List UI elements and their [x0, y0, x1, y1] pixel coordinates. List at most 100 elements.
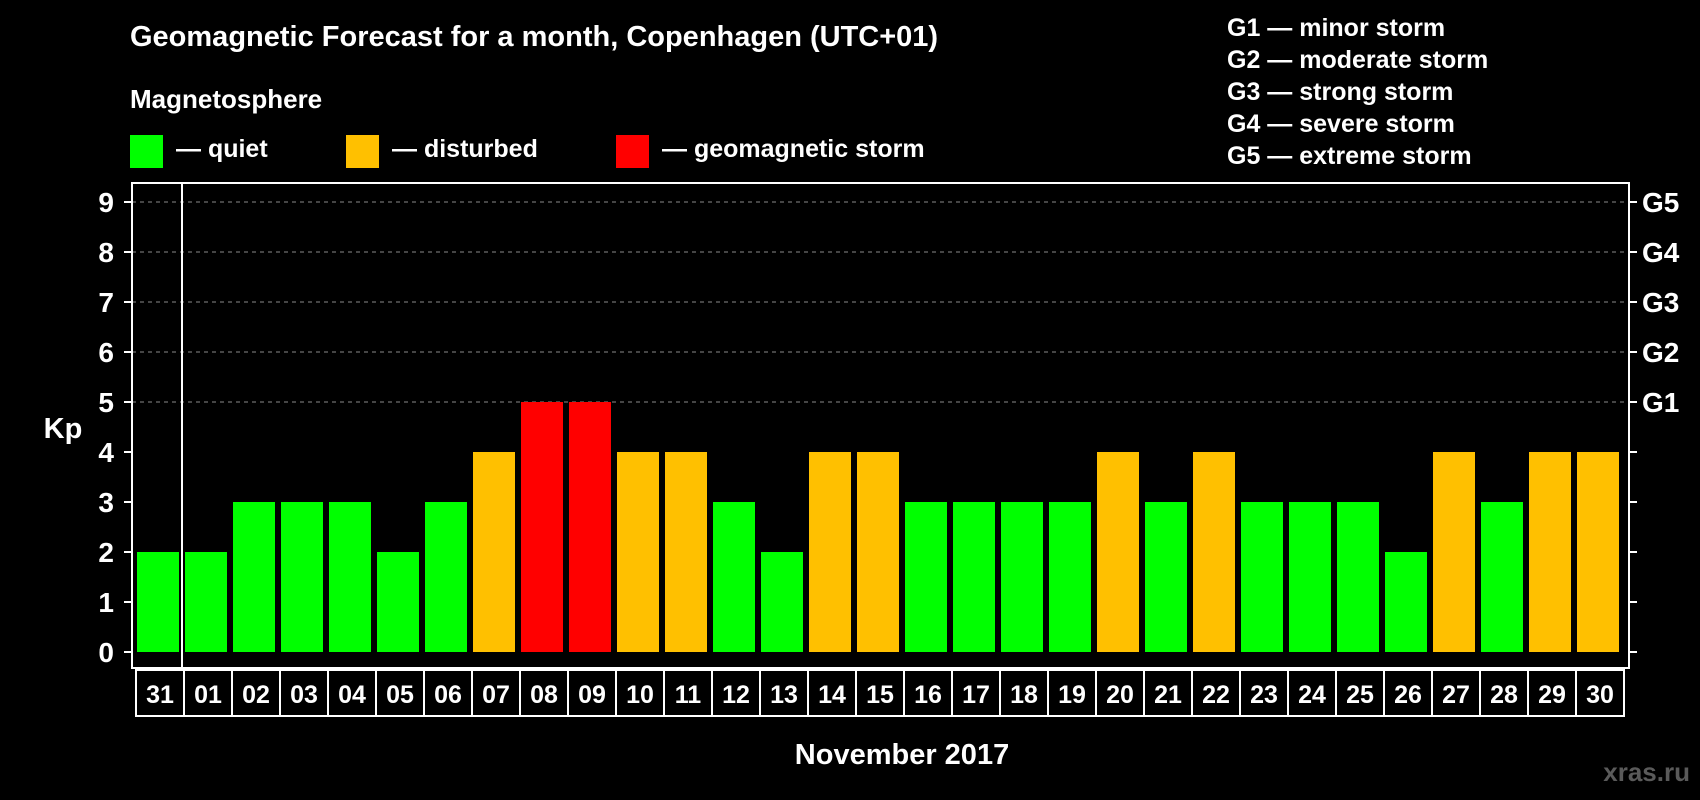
date-label-16: 16: [914, 681, 942, 709]
bar-09: [569, 402, 611, 652]
storm-swatch: [616, 135, 649, 168]
date-label-02: 02: [242, 681, 270, 709]
date-label-21: 21: [1154, 681, 1182, 709]
bar-15: [857, 452, 899, 652]
storm-scale-g2: G2 — moderate storm: [1227, 46, 1489, 74]
bar-25: [1337, 502, 1379, 652]
bar-30: [1577, 452, 1619, 652]
storm-label-g5: G5: [1642, 187, 1679, 218]
bar-01: [185, 552, 227, 652]
date-label-13: 13: [770, 681, 798, 709]
date-label-08: 08: [530, 681, 558, 709]
bar-13: [761, 552, 803, 652]
bar-08: [521, 402, 563, 652]
bar-05: [377, 552, 419, 652]
storm-label-g1: G1: [1642, 387, 1679, 418]
bar-16: [905, 502, 947, 652]
date-label-17: 17: [962, 681, 990, 709]
date-label-24: 24: [1298, 681, 1326, 709]
disturbed-swatch: [346, 135, 379, 168]
quiet-swatch: [130, 135, 163, 168]
storm-level-ticks: G1 G2 G3 G4 G5: [1642, 187, 1680, 418]
y-tick-label-4: 4: [98, 437, 114, 468]
date-label-01: 01: [194, 681, 222, 709]
date-cell-30: [1575, 669, 1625, 717]
axes: [124, 182, 1637, 669]
date-label-19: 19: [1058, 681, 1086, 709]
bar-14: [809, 452, 851, 652]
y-tick-label-5: 5: [98, 387, 114, 418]
date-label-30: 30: [1586, 681, 1614, 709]
date-label-20: 20: [1106, 681, 1134, 709]
date-label-12: 12: [722, 681, 750, 709]
legend-quiet-label: — quiet: [176, 135, 268, 163]
date-label-14: 14: [818, 681, 846, 709]
bar-06: [425, 502, 467, 652]
storm-scale-g5: G5 — extreme storm: [1227, 142, 1472, 170]
date-label-31: 31: [146, 681, 174, 709]
date-label-28: 28: [1490, 681, 1518, 709]
bar-17: [953, 502, 995, 652]
date-label-04: 04: [338, 681, 366, 709]
y-tick-label-7: 7: [98, 287, 114, 318]
y-tick-label-1: 1: [98, 587, 114, 618]
bar-26: [1385, 552, 1427, 652]
date-label-06: 06: [434, 681, 462, 709]
storm-label-g2: G2: [1642, 337, 1679, 368]
bar-22: [1193, 452, 1235, 652]
date-label-26: 26: [1394, 681, 1422, 709]
date-label-22: 22: [1202, 681, 1230, 709]
bar-07: [473, 452, 515, 652]
bar-03: [281, 502, 323, 652]
date-label-18: 18: [1010, 681, 1038, 709]
date-label-27: 27: [1442, 681, 1470, 709]
bar-28: [1481, 502, 1523, 652]
bar-18: [1001, 502, 1043, 652]
bars: [137, 402, 1619, 652]
storm-label-g4: G4: [1642, 237, 1680, 268]
bar-31: [137, 552, 179, 652]
grid-lines: [132, 201, 1629, 403]
storm-scale-g3: G3 — strong storm: [1227, 78, 1454, 106]
bar-24: [1289, 502, 1331, 652]
date-label-09: 09: [578, 681, 606, 709]
chart-title: Geomagnetic Forecast for a month, Copenh…: [130, 21, 939, 53]
y-axis-label: Kp: [44, 413, 83, 445]
y-tick-label-8: 8: [98, 237, 114, 268]
date-label-11: 11: [675, 681, 702, 709]
watermark: xras.ru: [1603, 757, 1690, 787]
date-label-15: 15: [866, 681, 894, 709]
storm-scale-g4: G4 — severe storm: [1227, 110, 1455, 138]
date-labels: 31 01 02 03 04 05 06 07 08 09 10 11 12 13 14 15 16 17 18 19…: [135, 669, 1625, 717]
legend-disturbed-label: — disturbed: [392, 135, 538, 163]
bar-02: [233, 502, 275, 652]
legend-heading: Magnetosphere: [130, 84, 323, 114]
bar-29: [1529, 452, 1571, 652]
date-label-03: 03: [290, 681, 318, 709]
date-label-29: 29: [1538, 681, 1566, 709]
bar-21: [1145, 502, 1187, 652]
date-label-10: 10: [626, 681, 654, 709]
date-label-07: 07: [482, 681, 510, 709]
storm-label-g3: G3: [1642, 287, 1679, 318]
bar-23: [1241, 502, 1283, 652]
y-tick-label-3: 3: [98, 487, 114, 518]
bar-19: [1049, 502, 1091, 652]
bar-27: [1433, 452, 1475, 652]
legend-storm-label: — geomagnetic storm: [662, 135, 925, 163]
plot-frame: [131, 182, 1630, 669]
bar-11: [665, 452, 707, 652]
y-tick-label-9: 9: [98, 187, 114, 218]
y-tick-label-6: 6: [98, 337, 114, 368]
y-tick-label-0: 0: [98, 637, 114, 668]
bar-04: [329, 502, 371, 652]
date-label-23: 23: [1250, 681, 1278, 709]
date-label-05: 05: [386, 681, 414, 709]
bar-12: [713, 502, 755, 652]
y-tick-labels: 0 1 2 3 4 5 6 7 8 9: [98, 187, 114, 668]
storm-scale-g1: G1 — minor storm: [1227, 14, 1446, 42]
bar-20: [1097, 452, 1139, 652]
storm-scale-legend: G1 — minor storm G2 — moderate storm G3 …: [1227, 12, 1488, 172]
bar-10: [617, 452, 659, 652]
